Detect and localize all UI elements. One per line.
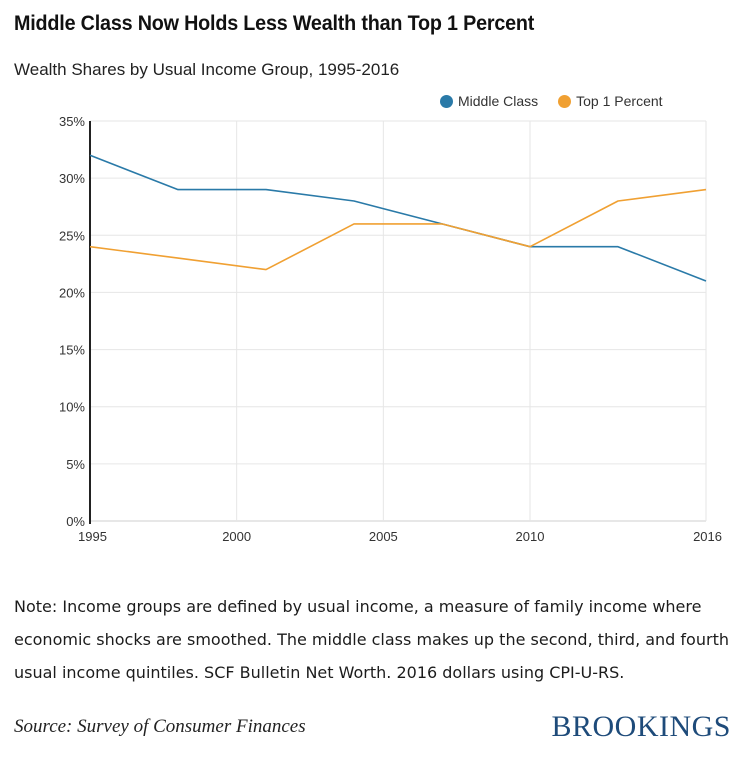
y-tick-label: 25%: [59, 228, 85, 243]
y-tick-label: 15%: [59, 343, 85, 358]
series-line-middle-class: [89, 154, 707, 282]
chart-legend: Middle Class Top 1 Percent: [440, 93, 683, 109]
x-tick-label: 2016: [693, 529, 722, 544]
y-tick-label: 5%: [66, 457, 85, 472]
legend-item-middle-class: Middle Class: [440, 93, 538, 109]
x-tick-label: 2010: [516, 529, 545, 544]
series-line-top-1-percent: [89, 188, 707, 271]
brookings-logo: BROOKINGS: [551, 710, 731, 743]
x-tick-label: 2005: [369, 529, 398, 544]
chart-source: Source: Survey of Consumer Finances: [14, 716, 306, 737]
y-tick-label: 10%: [59, 400, 85, 415]
legend-label-top-1-percent: Top 1 Percent: [576, 93, 663, 109]
x-tick-label: 1995: [78, 529, 107, 544]
y-tick-label: 0%: [66, 514, 85, 529]
y-tick-label: 30%: [59, 171, 85, 186]
x-tick-label: 2000: [222, 529, 251, 544]
chart-subtitle: Wealth Shares by Usual Income Group, 199…: [14, 60, 400, 79]
y-tick-label: 20%: [59, 285, 85, 300]
chart-note: Note: Income groups are defined by usual…: [14, 597, 729, 682]
legend-swatch-top-1-percent: [558, 94, 572, 108]
legend-swatch-middle-class: [440, 94, 453, 108]
chart-title: Middle Class Now Holds Less Wealth than …: [14, 12, 535, 35]
legend-label-middle-class: Middle Class: [458, 93, 539, 109]
line-chart: 0% 5% 10% 15% 20% 25% 30% 35% 1995 2000 2005 2010 20…: [59, 114, 722, 544]
y-tick-label: 35%: [59, 114, 85, 129]
legend-item-top-1-percent: Top 1 Percent: [558, 93, 663, 109]
